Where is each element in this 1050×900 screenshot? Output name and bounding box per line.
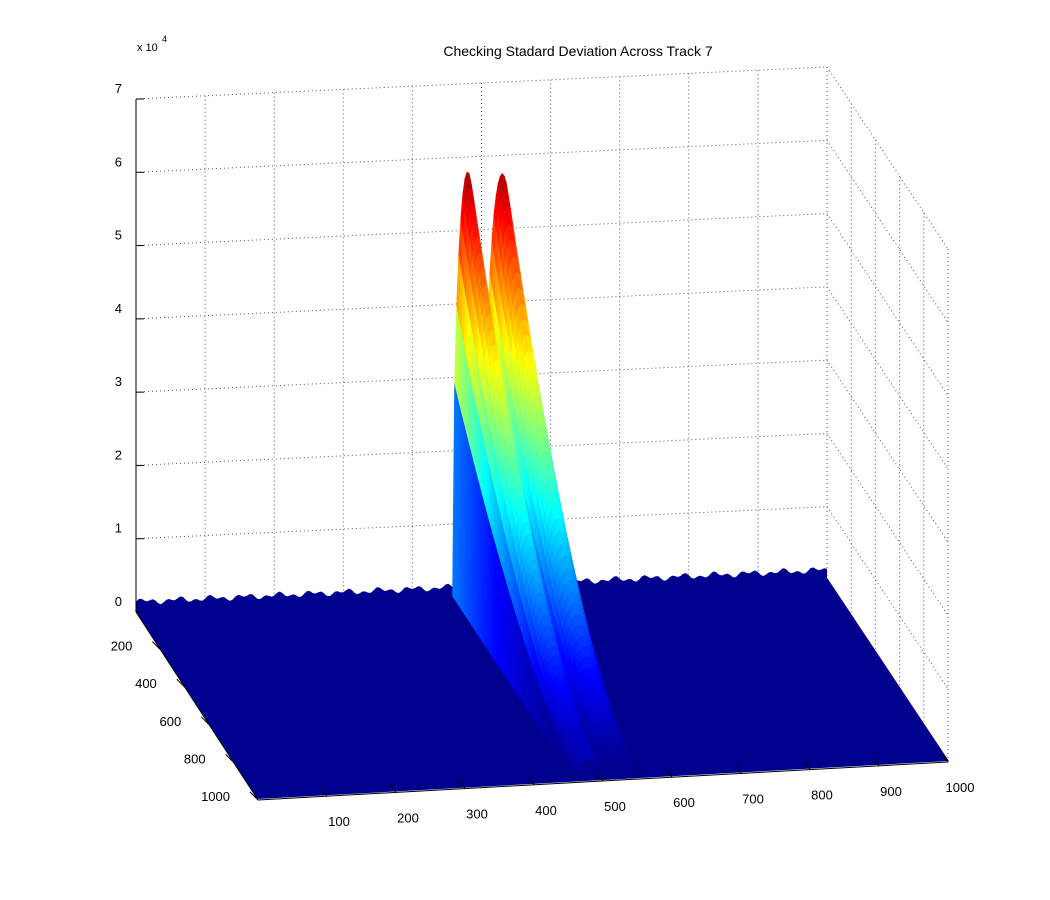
surface-ridge-patch (639, 772, 646, 778)
x-tick-mark (665, 768, 673, 778)
y-tick-label: 400 (135, 676, 157, 691)
grid-line-side-horizontal (826, 506, 949, 689)
x-tick-label: 100 (328, 814, 350, 829)
grid-line-back-horizontal (135, 506, 828, 540)
y-axis-line (135, 611, 259, 801)
y-tick-label: 800 (184, 751, 206, 766)
grid-line-back-horizontal (135, 213, 828, 247)
y-tick-label: 600 (159, 714, 181, 729)
z-exponent: x 10 4 (137, 34, 167, 54)
x-tick-mark (458, 780, 466, 789)
z-tick-label: 0 (115, 594, 122, 609)
x-tick-mark (872, 757, 880, 767)
x-tick-label: 700 (742, 791, 764, 806)
x-tick-label: 800 (811, 788, 833, 803)
z-tick-label: 3 (115, 374, 122, 389)
x-tick-mark (803, 761, 811, 770)
x-tick-label: 300 (466, 807, 488, 822)
y-tick-mark (249, 791, 259, 801)
grid-line-side-horizontal (826, 433, 949, 616)
grid-line-back-horizontal (135, 359, 828, 393)
x-tick-label: 400 (535, 803, 557, 818)
chart-title: Checking Stadard Deviation Across Track … (443, 43, 712, 59)
x-tick-label: 600 (673, 795, 695, 810)
x-tick-mark (596, 772, 604, 782)
y-tick-mark (176, 678, 186, 688)
z-tick-label: 2 (115, 447, 122, 462)
z-exponent-power: 4 (162, 34, 167, 44)
grid-line-side-horizontal (826, 286, 949, 470)
y-tick-mark (200, 716, 210, 726)
x-tick-mark (389, 784, 397, 793)
x-tick-label: 200 (397, 810, 419, 825)
grid-line-side-horizontal (826, 359, 949, 543)
grid-line-back-horizontal (135, 286, 828, 320)
y-tick-label: 200 (111, 639, 133, 654)
y-tick-label: 1000 (201, 789, 230, 804)
grid-line-back-horizontal (135, 139, 828, 173)
grid-line-side-horizontal (826, 140, 949, 323)
grid-line-back-horizontal (135, 66, 828, 100)
surface-plot (135, 171, 949, 800)
x-tick-mark (320, 787, 328, 797)
z-tick-label: 4 (115, 301, 122, 316)
y-tick-mark (225, 754, 234, 763)
axes (135, 98, 949, 801)
x-tick-mark (941, 753, 949, 763)
grid-line-side-horizontal (826, 213, 949, 396)
tick-labels: 0 1 2 3 4 5 6 7 200 400 600 800 1000 100 200 300 400 500 6… (111, 81, 975, 829)
x-tick-label: 900 (880, 784, 902, 799)
x-tick-label: 1000 (946, 780, 975, 795)
x-tick-mark (527, 776, 535, 786)
x-tick-mark (734, 765, 742, 774)
grid-line-back-horizontal (135, 432, 828, 466)
z-tick-label: 7 (115, 81, 122, 96)
x-tick-label: 500 (604, 799, 626, 814)
z-tick-label: 1 (115, 521, 122, 536)
z-exponent-base: x 10 (137, 42, 158, 54)
z-tick-label: 5 (115, 228, 122, 243)
grid-line-side-horizontal (826, 66, 949, 250)
y-tick-mark (152, 641, 161, 650)
z-tick-label: 6 (115, 154, 122, 169)
